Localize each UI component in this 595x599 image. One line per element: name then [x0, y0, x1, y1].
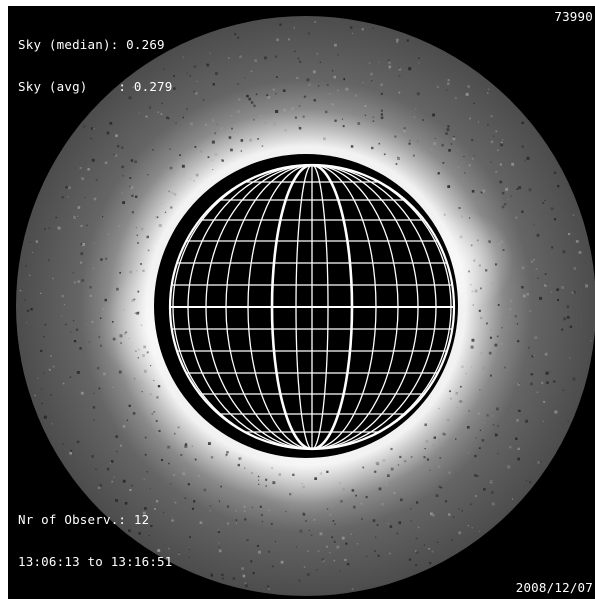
corona-scene — [16, 16, 595, 596]
sky-median-label: Sky (median): 0.269 — [18, 37, 165, 52]
sky-avg-label: Sky (avg) : 0.279 — [18, 79, 173, 94]
noise-speckles — [19, 21, 592, 590]
date-label: 2008/12/07 — [515, 580, 593, 595]
time-range-label: 13:06:13 to 13:16:51 — [18, 554, 173, 569]
observation-count-label: Nr of Observ.: 12 — [18, 512, 150, 527]
observation-info: Nr of Observ.: 12 13:06:13 to 13:16:51 — [18, 485, 173, 597]
sky-stats: Sky (median): 0.269 Sky (avg) : 0.279 — [18, 10, 173, 122]
frame-id-label: 73990 — [554, 9, 593, 24]
coronagraph-image: Sky (median): 0.269 Sky (avg) : 0.279 73… — [8, 6, 595, 599]
